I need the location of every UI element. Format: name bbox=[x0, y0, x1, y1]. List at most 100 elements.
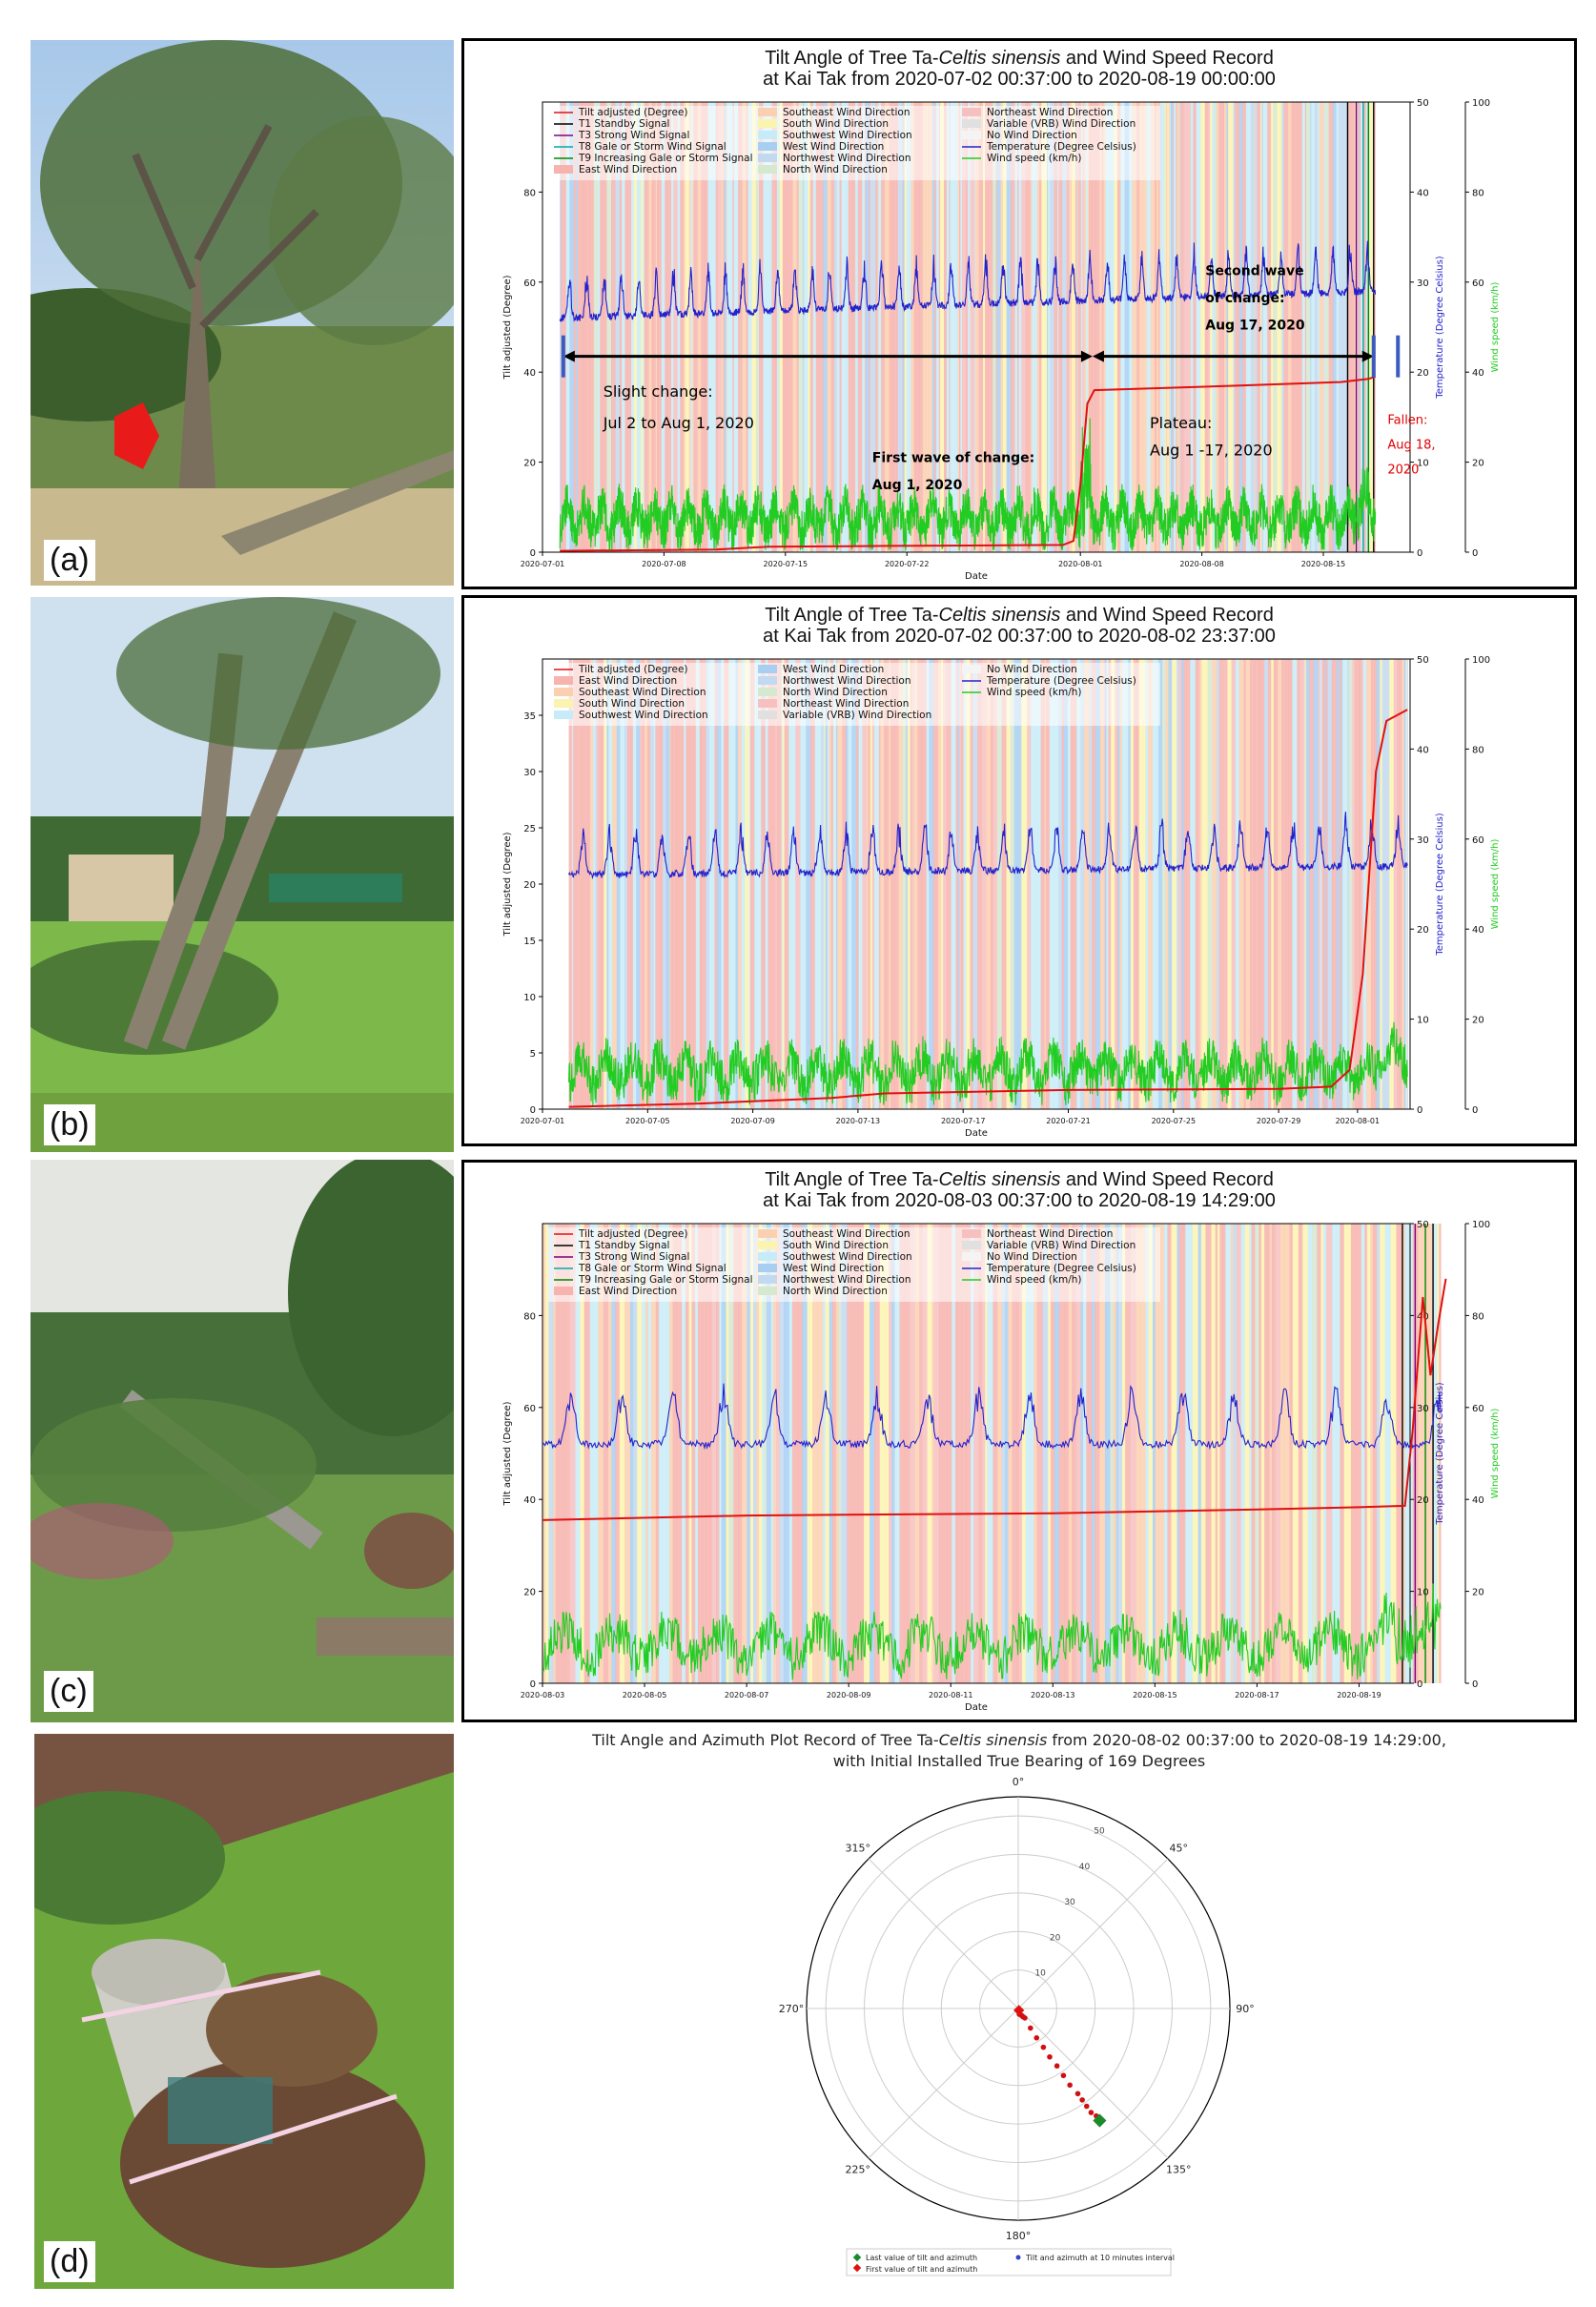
band-east bbox=[977, 659, 983, 1109]
band-east bbox=[670, 659, 673, 1109]
band-east bbox=[990, 659, 992, 1109]
band-south bbox=[808, 102, 811, 552]
band-east bbox=[767, 659, 773, 1109]
band-south bbox=[824, 659, 826, 1109]
ytick-temp-label: 10 bbox=[1417, 459, 1429, 469]
polar-point bbox=[1033, 2035, 1040, 2041]
legend-entry: Southeast Wind Direction bbox=[783, 1228, 911, 1240]
band-southwest bbox=[767, 102, 770, 552]
band-east bbox=[1025, 102, 1028, 552]
legend-entry: South Wind Direction bbox=[783, 118, 889, 130]
band-southwest bbox=[906, 102, 911, 552]
band-south bbox=[619, 1224, 625, 1683]
ytick-temp-label: 20 bbox=[1417, 1495, 1429, 1506]
band-north bbox=[838, 1224, 842, 1683]
band-west bbox=[1310, 102, 1312, 552]
band-southeast bbox=[937, 659, 942, 1109]
band-south bbox=[1021, 1224, 1027, 1683]
xtick-label: 2020-08-11 bbox=[929, 1691, 973, 1699]
band-southwest bbox=[731, 659, 736, 1109]
band-south bbox=[1072, 102, 1074, 552]
band-east bbox=[917, 659, 922, 1109]
band-east bbox=[1108, 659, 1112, 1109]
band-east bbox=[672, 1224, 677, 1683]
band-southeast bbox=[914, 1224, 920, 1683]
band-east bbox=[1016, 1224, 1020, 1683]
band-east bbox=[1136, 102, 1140, 552]
band-southeast bbox=[1177, 102, 1179, 552]
band-south bbox=[1143, 659, 1146, 1109]
polar-angle-label: 135° bbox=[1166, 2163, 1192, 2175]
band-south bbox=[1292, 1224, 1299, 1683]
band-southeast bbox=[1402, 659, 1405, 1109]
band-west bbox=[1403, 659, 1406, 1109]
band-west bbox=[1013, 659, 1018, 1109]
ytick-wind-label: 60 bbox=[1472, 278, 1484, 289]
chart-a-box: Tilt Angle of Tree Ta-Celtis sinensis an… bbox=[461, 38, 1577, 589]
band-northwest bbox=[1381, 659, 1385, 1109]
band-west bbox=[721, 1224, 726, 1683]
band-southwest bbox=[666, 1224, 670, 1683]
xtick-label: 2020-08-01 bbox=[1336, 1117, 1381, 1125]
band-west bbox=[1124, 102, 1130, 552]
xtick-label: 2020-08-07 bbox=[725, 1691, 769, 1699]
band-southwest bbox=[960, 102, 963, 552]
band-southeast bbox=[688, 102, 691, 552]
band-northwest bbox=[1250, 102, 1256, 552]
wind-speed-series bbox=[568, 1021, 1408, 1106]
band-east bbox=[1266, 1224, 1271, 1683]
band-south bbox=[966, 659, 971, 1109]
band-east bbox=[1180, 102, 1184, 552]
band-southwest bbox=[1082, 1224, 1087, 1683]
band-southwest bbox=[684, 659, 686, 1109]
band-west bbox=[1104, 1224, 1111, 1683]
band-southwest bbox=[1246, 102, 1252, 552]
polar-spoke bbox=[1017, 2008, 1169, 2159]
band-east bbox=[630, 659, 634, 1109]
legend-entry: T1 Standby Signal bbox=[578, 1240, 669, 1251]
legend-entry: Northeast Wind Direction bbox=[783, 698, 909, 710]
band-southeast bbox=[1199, 659, 1202, 1109]
band-southwest bbox=[670, 102, 674, 552]
band-southeast bbox=[827, 102, 832, 552]
band-north bbox=[1324, 102, 1330, 552]
band-northwest bbox=[1339, 102, 1344, 552]
band-east bbox=[785, 102, 788, 552]
band-northwest bbox=[1179, 102, 1181, 552]
band-southwest bbox=[1156, 659, 1159, 1109]
legend-swatch bbox=[758, 699, 777, 708]
band-north bbox=[1162, 659, 1167, 1109]
band-northeast bbox=[981, 1224, 986, 1683]
band-southwest bbox=[1047, 102, 1051, 552]
x-axis-label: Date bbox=[965, 1702, 988, 1713]
band-east bbox=[573, 659, 577, 1109]
ytick-label: 0 bbox=[530, 1679, 536, 1690]
band-northeast bbox=[981, 659, 987, 1109]
band-south bbox=[749, 1224, 754, 1683]
legend-swatch bbox=[554, 1287, 573, 1295]
ytick-label: 60 bbox=[523, 1404, 536, 1414]
band-east bbox=[881, 102, 886, 552]
band-east bbox=[706, 1224, 710, 1683]
band-southwest bbox=[788, 659, 792, 1109]
band-south bbox=[580, 1224, 585, 1683]
y-axis-temp-label: Temperature (Degree Celsius) bbox=[1435, 256, 1445, 399]
band-southwest bbox=[1018, 102, 1022, 552]
band-east bbox=[678, 659, 683, 1109]
polar-point bbox=[1054, 2063, 1060, 2070]
band-east bbox=[1397, 659, 1402, 1109]
legend-entry: South Wind Direction bbox=[579, 698, 685, 710]
legend-marker-interval bbox=[1015, 2255, 1021, 2260]
band-southwest bbox=[713, 659, 715, 1109]
annotation-text: Aug 1, 2020 bbox=[872, 478, 963, 493]
band-west bbox=[1170, 102, 1174, 552]
band-east bbox=[568, 659, 573, 1109]
band-east bbox=[661, 659, 664, 1109]
band-east bbox=[1058, 1224, 1065, 1683]
band-northeast bbox=[775, 659, 778, 1109]
band-east bbox=[988, 102, 993, 552]
band-southwest bbox=[1323, 1224, 1327, 1683]
band-southeast bbox=[742, 102, 747, 552]
band-east bbox=[749, 659, 755, 1109]
band-south bbox=[1026, 659, 1028, 1109]
